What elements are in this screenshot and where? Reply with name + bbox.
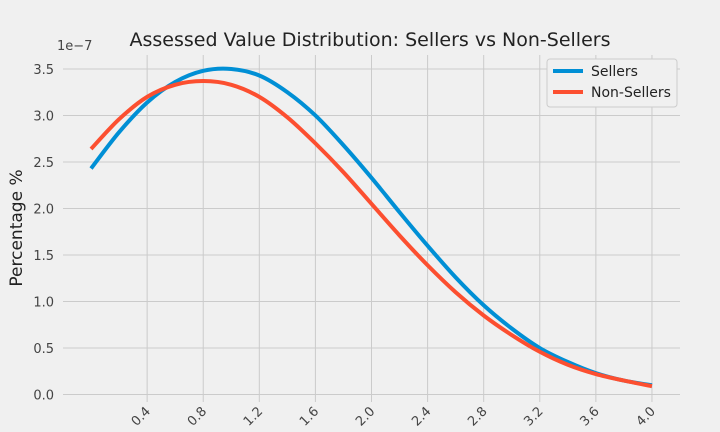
y-tick-label: 0.0 (33, 389, 54, 404)
y-tick-label: 1.0 (33, 296, 54, 311)
x-tick-label: 0.4 (129, 404, 154, 429)
series (89, 66, 653, 389)
series-line-non-sellers (89, 79, 653, 389)
legend-label-sellers: Sellers (591, 64, 638, 80)
y-tick-label: 3.5 (33, 63, 54, 78)
y-tick-label: 3.0 (33, 109, 54, 124)
y-axis-offset-label: 1e−7 (57, 39, 92, 54)
x-tick-label: 0.8 (185, 404, 210, 429)
chart-title: Assessed Value Distribution: Sellers vs … (130, 29, 611, 51)
x-tick-label: 4.0 (634, 404, 659, 429)
x-tick-label: 3.6 (577, 404, 602, 429)
series-line-sellers (89, 66, 653, 388)
x-axis-ticks: 0.4 0.8 1.2 1.6 2.0 2.4 2.8 3.2 3.6 4.0 (129, 404, 659, 429)
x-tick-label: 2.8 (465, 404, 490, 429)
legend: Sellers Non-Sellers (546, 58, 678, 108)
y-tick-label: 2.0 (33, 202, 54, 217)
legend-label-non-sellers: Non-Sellers (591, 85, 671, 101)
x-tick-label: 3.2 (521, 404, 546, 429)
x-tick-label: 1.2 (241, 404, 266, 429)
y-axis-label: Percentage % (7, 169, 27, 286)
y-axis-ticks: 0.0 0.5 1.0 1.5 2.0 2.5 3.0 3.5 (33, 63, 54, 404)
x-tick-label: 2.4 (409, 404, 434, 429)
y-tick-label: 0.5 (33, 342, 54, 357)
y-tick-label: 2.5 (33, 156, 54, 171)
x-tick-label: 1.6 (297, 404, 322, 429)
y-tick-label: 1.5 (33, 249, 54, 264)
x-tick-label: 2.0 (353, 404, 378, 429)
